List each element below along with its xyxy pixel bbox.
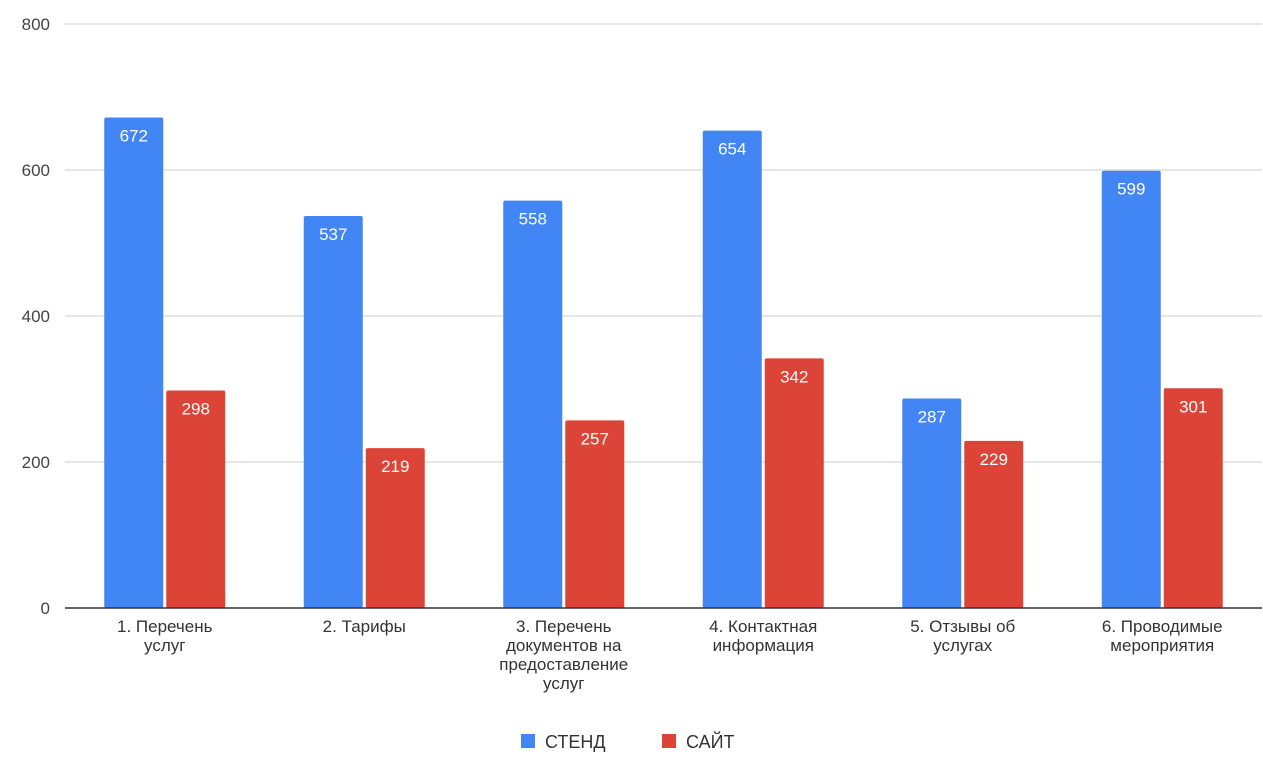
bar-sait [565, 420, 625, 608]
gridlines [65, 23, 1262, 463]
legend: СТЕНД САЙТ [521, 731, 735, 752]
x-category-line: 6. Проводимые [1102, 617, 1223, 636]
bar-stend [503, 200, 563, 608]
bar-sait [764, 358, 824, 608]
x-category-label: 3. Перечень документов на предоставление ус… [499, 617, 628, 693]
data-label: 301 [1179, 397, 1207, 416]
bar-sait [964, 440, 1024, 608]
data-label: 342 [780, 367, 808, 386]
x-category-line: 3. Перечень [516, 617, 612, 636]
data-label: 558 [519, 210, 547, 229]
data-label: 654 [718, 140, 746, 159]
bar-stend [303, 215, 363, 609]
x-category-line: мероприятия [1110, 636, 1214, 655]
x-category-line: информация [713, 636, 814, 655]
y-tick-label: 800 [22, 15, 50, 34]
legend-swatch-stend [521, 734, 535, 748]
bar-stend [1101, 170, 1161, 609]
bar-sait [166, 390, 226, 608]
legend-label-sait: САЙТ [686, 731, 735, 752]
y-tick-label: 400 [22, 307, 50, 326]
y-tick-label: 0 [41, 599, 50, 618]
y-tick-label: 200 [22, 453, 50, 472]
bar-stend [902, 398, 962, 608]
x-category-label: 1. Перечень услуг [117, 617, 213, 655]
data-label: 257 [581, 429, 609, 448]
legend-swatch-sait [662, 734, 676, 748]
x-category-line: услуг [144, 636, 185, 655]
data-label: 229 [980, 450, 1008, 469]
data-label: 672 [120, 126, 148, 145]
x-category-line: 4. Контактная [709, 617, 817, 636]
bar-sait [365, 448, 425, 608]
y-axis-ticks: 0 200 400 600 800 [22, 15, 50, 618]
x-category-label: 5. Отзывы об услугах [910, 617, 1015, 655]
x-category-label: 4. Контактная информация [709, 617, 817, 655]
data-label: 219 [381, 457, 409, 476]
data-label: 287 [918, 407, 946, 426]
x-category-line: 1. Перечень [117, 617, 213, 636]
bar-stend [104, 117, 164, 608]
x-category-line: 2. Тарифы [323, 617, 406, 636]
data-label: 298 [182, 399, 210, 418]
x-category-line: услуг [543, 674, 584, 693]
x-category-line: предоставление [499, 655, 628, 674]
x-category-line: 5. Отзывы об [910, 617, 1015, 636]
y-tick-label: 600 [22, 161, 50, 180]
x-category-label: 6. Проводимые мероприятия [1102, 617, 1223, 655]
x-category-line: документов на [506, 636, 622, 655]
x-category-line: услугах [933, 636, 993, 655]
legend-label-stend: СТЕНД [545, 732, 606, 752]
data-labels: 672 298 537 219 558 257 654 342 287 229 599 301 [120, 126, 1208, 476]
bar-stend [702, 130, 762, 608]
x-category-label: 2. Тарифы [323, 617, 406, 636]
bars [104, 117, 1223, 609]
bar-sait [1163, 388, 1223, 608]
data-label: 537 [319, 225, 347, 244]
data-label: 599 [1117, 180, 1145, 199]
